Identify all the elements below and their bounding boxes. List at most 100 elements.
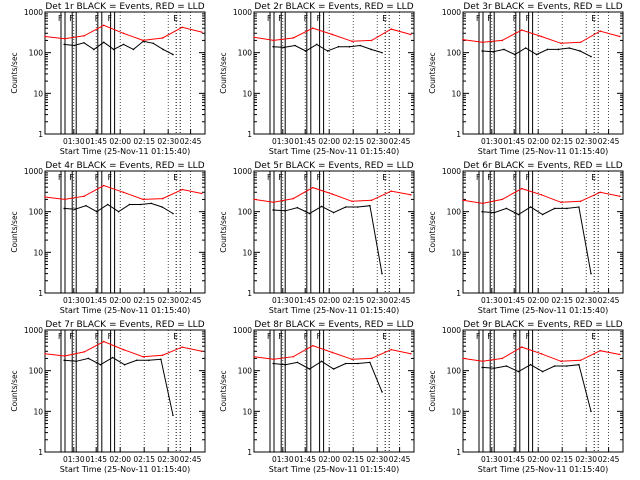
events-point [139, 203, 142, 206]
lld-point [331, 351, 334, 354]
events-point [296, 206, 299, 209]
lld-point [312, 186, 314, 189]
y-axis-label: Counts/sec [219, 211, 228, 252]
lld-point [599, 191, 601, 194]
events-series-line [64, 40, 174, 55]
x-tick-label: 02:15 [133, 296, 155, 305]
events-point [481, 210, 484, 213]
x-tick-label: 02:00 [527, 296, 549, 305]
lld-point [579, 200, 582, 203]
lld-point [390, 28, 393, 30]
y-tick-label: 1 [247, 448, 252, 457]
y-tick-label: 10 [33, 248, 43, 257]
chart-title: Det 6r BLACK = Events, RED = LLD [463, 161, 622, 171]
flag-label: F [476, 332, 480, 341]
flag-label: E [591, 14, 596, 23]
events-point [284, 210, 287, 212]
y-axis-label: Counts/sec [428, 211, 437, 252]
chart-title: Det 5r BLACK = Events, RED = LLD [254, 161, 413, 171]
lld-point [103, 24, 105, 27]
x-tick-label: 01:30 [63, 137, 85, 146]
chart-panel-1: Det 1r BLACK = Events, RED = LLD 1 10 100 10… [10, 2, 206, 156]
events-point [541, 213, 544, 216]
lld-point [599, 349, 601, 352]
events-point [566, 365, 568, 367]
lld-point [292, 355, 295, 358]
flag-label: F [108, 14, 112, 23]
events-point [553, 207, 556, 210]
x-axis-label: Start Time (25-Nov-11 01:15:40) [269, 147, 399, 156]
y-axis-label: Counts/sec [10, 52, 19, 93]
lld-point [103, 184, 105, 187]
lld-point [312, 344, 314, 347]
flag-label: F [278, 14, 282, 23]
events-point [546, 48, 549, 51]
x-tick-label: 02:45 [598, 455, 620, 464]
lld-point [142, 355, 144, 358]
lld-point [501, 198, 504, 201]
flag-label: E [591, 332, 596, 341]
y-tick-label: 100 [238, 367, 253, 376]
flag-label: F [476, 14, 480, 23]
events-point [332, 211, 335, 214]
y-tick-label: 10 [33, 89, 43, 98]
y-tick-label: 10 [242, 248, 252, 257]
lld-point [122, 32, 125, 35]
flag-label: F [317, 332, 321, 341]
x-tick-label: 02:45 [389, 137, 411, 146]
lld-point [83, 351, 85, 353]
lld-point [161, 37, 164, 39]
x-tick-label: 01:30 [63, 455, 85, 464]
lld-point [122, 191, 125, 194]
flag-label: E [173, 14, 178, 23]
y-tick-label: 1000 [233, 8, 252, 17]
x-tick-label: 02:45 [598, 137, 620, 146]
events-point [148, 359, 150, 362]
plot-frame [44, 329, 206, 453]
chart-title: Det 4r BLACK = Events, RED = LLD [45, 161, 204, 171]
chart-title: Det 3r BLACK = Events, RED = LLD [463, 2, 622, 12]
events-point [294, 44, 296, 47]
events-point [73, 44, 75, 47]
flag-label: F [267, 14, 271, 23]
x-tick-label: 01:30 [272, 455, 294, 464]
x-tick-label: 02:15 [133, 137, 155, 146]
lld-point [521, 346, 523, 348]
y-tick-label: 1000 [442, 326, 461, 335]
y-tick-label: 1 [456, 289, 461, 298]
x-tick-label: 02:00 [109, 137, 131, 146]
y-axis-label: Counts/sec [10, 370, 19, 411]
lld-point [521, 187, 523, 190]
events-point [590, 55, 592, 58]
plot-frame [253, 329, 415, 453]
y-axis-label: Counts/sec [10, 211, 19, 252]
x-tick-label: 01:45 [503, 296, 525, 305]
lld-point [292, 197, 295, 200]
events-point [348, 45, 351, 48]
x-tick-label: 02:30 [575, 137, 597, 146]
events-point [308, 368, 311, 370]
flag-label: F [487, 173, 491, 182]
events-point [578, 363, 580, 366]
y-tick-label: 1 [38, 130, 43, 139]
flag-label: F [95, 173, 99, 182]
x-axis-label: Start Time (25-Nov-11 01:15:40) [478, 465, 608, 474]
lld-point [410, 352, 412, 355]
x-tick-label: 02:30 [366, 137, 388, 146]
events-point [541, 370, 544, 373]
lld-point [44, 35, 46, 38]
x-tick-label: 02:45 [598, 296, 620, 305]
y-tick-label: 100 [238, 208, 253, 217]
y-axis-label: Counts/sec [219, 370, 228, 411]
y-tick-label: 1000 [24, 167, 43, 176]
flag-label: F [513, 332, 517, 341]
x-tick-label: 02:45 [180, 296, 202, 305]
y-tick-label: 10 [451, 248, 461, 257]
chart-title: Det 7r BLACK = Events, RED = LLD [45, 320, 204, 330]
events-point [503, 48, 505, 51]
lld-point [521, 29, 523, 31]
plot-frame [462, 170, 624, 294]
y-tick-label: 100 [238, 49, 253, 58]
lld-point [253, 198, 255, 201]
flag-label: E [382, 173, 387, 182]
